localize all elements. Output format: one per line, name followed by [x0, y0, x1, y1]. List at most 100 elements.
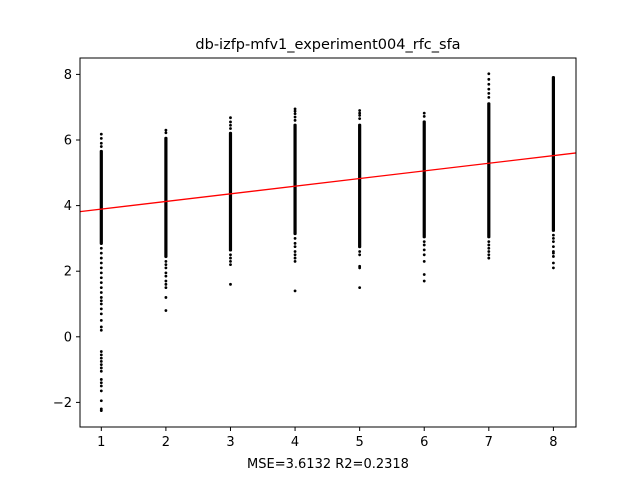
point-x1-12 [99, 286, 103, 289]
point-x6-3 [422, 243, 426, 247]
point-x3-7 [229, 263, 232, 267]
point-x5-7 [358, 266, 362, 270]
y-tick-label-4: 4 [64, 199, 72, 214]
point-x4-5 [293, 237, 297, 240]
y-tick-label-8: 8 [64, 68, 72, 83]
point-x7-3 [487, 87, 491, 91]
point-x2-6 [164, 274, 168, 278]
point-x8-1 [552, 237, 555, 240]
point-x8-5 [552, 251, 555, 255]
point-x3-4 [229, 253, 232, 257]
point-x1-0 [99, 132, 103, 136]
point-x2-9 [164, 286, 168, 289]
point-x4-10 [293, 256, 297, 260]
point-x2-1 [164, 131, 168, 135]
point-x1-28 [99, 369, 103, 373]
point-x8-6 [552, 255, 555, 258]
point-x7-5 [487, 95, 491, 99]
point-x1-27 [99, 366, 103, 370]
point-x5-4 [358, 250, 362, 253]
point-x7-1 [487, 77, 491, 81]
point-x1-17 [99, 307, 103, 311]
point-x4-6 [293, 241, 297, 245]
points-band-x4 [293, 123, 297, 236]
x-tick-label-1: 1 [97, 435, 105, 450]
point-x4-11 [293, 259, 297, 263]
x-axis-label: MSE=3.6132 R2=0.2318 [247, 457, 409, 472]
point-x3-3 [229, 127, 232, 130]
point-x5-8 [358, 286, 362, 289]
point-x7-9 [487, 250, 491, 253]
point-x2-10 [164, 296, 168, 299]
point-x7-0 [487, 72, 491, 76]
point-x3-6 [229, 259, 232, 263]
point-x5-2 [358, 114, 362, 117]
point-x2-2 [164, 259, 168, 263]
point-x1-15 [99, 299, 103, 303]
point-x8-0 [552, 233, 555, 237]
point-x3-8 [229, 282, 232, 286]
point-x5-0 [358, 109, 362, 112]
point-x5-5 [358, 253, 362, 257]
point-x1-35 [99, 409, 103, 412]
point-x7-4 [487, 92, 491, 95]
point-x4-3 [293, 115, 297, 119]
point-x1-33 [99, 399, 103, 403]
point-x1-3 [99, 145, 103, 148]
points-band-x3 [228, 131, 233, 252]
point-x1-16 [99, 302, 103, 306]
point-x4-12 [293, 289, 297, 293]
y-tick-label-0: 0 [64, 330, 72, 345]
point-x3-5 [229, 256, 232, 260]
point-x2-8 [164, 282, 168, 286]
point-x1-30 [99, 381, 103, 385]
point-x1-10 [99, 276, 103, 280]
point-x4-4 [293, 118, 297, 122]
point-x1-24 [99, 356, 103, 360]
regression-line [79, 152, 577, 213]
point-x2-11 [164, 309, 168, 312]
point-x8-7 [552, 261, 555, 265]
point-x1-1 [99, 136, 103, 140]
x-tick-label-5: 5 [356, 435, 364, 450]
point-x4-0 [293, 107, 297, 111]
y-axis: −2 0 2 4 6 8 [53, 68, 80, 411]
point-x4-8 [293, 250, 297, 253]
y-tick-label-2: 2 [64, 265, 72, 280]
point-x1-31 [99, 384, 103, 388]
point-x1-23 [99, 353, 103, 357]
point-x7-10 [487, 253, 491, 257]
x-tick-label-2: 2 [162, 435, 170, 450]
x-tick-label-4: 4 [291, 435, 299, 450]
point-x1-2 [99, 141, 103, 145]
point-x1-13 [99, 291, 103, 294]
point-x3-2 [229, 123, 232, 127]
x-tick-label-7: 7 [485, 435, 493, 450]
point-x6-6 [422, 259, 426, 263]
plot-frame [79, 57, 577, 428]
x-tick-label-8: 8 [549, 435, 557, 450]
point-x6-7 [422, 273, 426, 276]
point-x7-11 [487, 256, 491, 260]
point-x3-1 [229, 120, 232, 124]
point-x1-26 [99, 363, 103, 367]
point-x8-8 [552, 266, 555, 270]
point-x7-2 [487, 82, 491, 86]
point-x6-8 [422, 279, 426, 283]
point-x2-5 [164, 271, 168, 275]
point-x6-4 [422, 248, 426, 252]
points-layer [99, 72, 555, 412]
point-x1-6 [99, 256, 103, 260]
point-x4-2 [293, 112, 297, 116]
point-x5-3 [358, 117, 362, 121]
point-x1-9 [99, 271, 103, 275]
point-x6-0 [422, 111, 426, 115]
point-x2-7 [164, 279, 168, 283]
point-x5-1 [358, 111, 362, 115]
point-x7-6 [487, 240, 491, 244]
point-x1-32 [99, 389, 103, 393]
point-x1-5 [99, 251, 103, 255]
points-band-x2 [164, 136, 168, 259]
